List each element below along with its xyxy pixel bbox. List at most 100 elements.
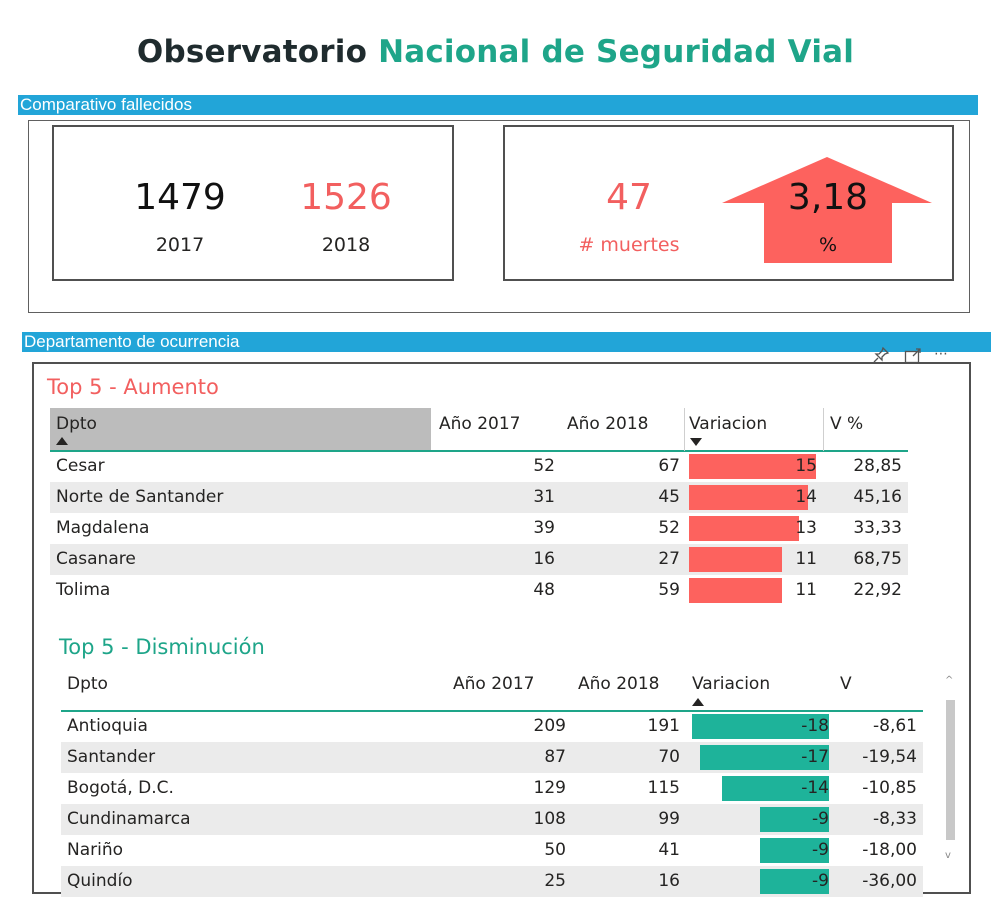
scroll-up-icon[interactable]: ^ (945, 675, 954, 686)
table-row[interactable]: Norte de Santander 31 45 14 45,16 (50, 482, 908, 513)
kpi-value-2017: 1479 (134, 177, 226, 218)
cell-vpct: -18,00 (862, 840, 917, 860)
kpi-pct-label: % (818, 234, 838, 256)
cell-vpct: -8,33 (873, 809, 917, 829)
cell-variacion: -14 (801, 778, 829, 798)
section-bar-departamento: Departamento de ocurrencia (22, 332, 991, 352)
table-row[interactable]: Bogotá, D.C. 129 115 -14 -10,85 (61, 773, 923, 804)
title-part-nacional: Nacional de Seguridad Vial (378, 34, 855, 70)
table-row[interactable]: Magdalena 39 52 13 33,33 (50, 513, 908, 544)
cell-dpto: Antioquia (67, 716, 148, 736)
cell-variacion: 15 (795, 456, 817, 476)
cell-2017: 52 (533, 456, 555, 476)
header-dpto-highlight (50, 408, 431, 451)
col-header-2017[interactable]: Año 2017 (439, 414, 521, 434)
col-header-dpto[interactable]: Dpto (56, 414, 97, 434)
scroll-down-icon[interactable]: v (945, 850, 951, 861)
table-row[interactable]: Tolima 48 59 11 22,92 (50, 575, 908, 606)
variation-bar (760, 807, 829, 832)
cell-2017: 16 (533, 549, 555, 569)
more-options-icon[interactable]: ⋯ (934, 346, 949, 362)
column-divider (823, 408, 824, 451)
col-header-v[interactable]: V (840, 674, 852, 694)
cell-dpto: Bogotá, D.C. (67, 778, 174, 798)
cell-2017: 31 (533, 487, 555, 507)
col-header-dpto[interactable]: Dpto (67, 674, 108, 694)
sort-desc-icon (690, 438, 702, 446)
table-row[interactable]: Cundinamarca 108 99 -9 -8,33 (61, 804, 923, 835)
cell-variacion: 13 (795, 518, 817, 538)
cell-2017: 48 (533, 580, 555, 600)
arrow-up-icon (722, 157, 932, 263)
sort-asc-icon (692, 698, 704, 706)
cell-2018: 41 (658, 840, 680, 860)
cell-dpto: Cesar (56, 456, 105, 476)
cell-dpto: Nariño (67, 840, 124, 860)
cell-dpto: Casanare (56, 549, 136, 569)
cell-vpct: -10,85 (862, 778, 917, 798)
cell-2018: 191 (647, 716, 680, 736)
cell-vpct: -36,00 (862, 871, 917, 891)
col-header-2018[interactable]: Año 2018 (567, 414, 649, 434)
pin-icon[interactable] (872, 346, 890, 364)
col-header-vpct[interactable]: V % (830, 414, 864, 434)
scrollbar-thumb[interactable] (946, 700, 955, 840)
comparativo-frame (28, 120, 970, 313)
title-part-observatorio: Observatorio (136, 34, 368, 70)
kpi-card-variation[interactable]: 47 # muertes 3,18 % (503, 125, 954, 281)
kpi-card-years[interactable]: 1479 2017 1526 2018 (52, 125, 454, 281)
table-row[interactable]: Quindío 25 16 -9 -36,00 (61, 866, 923, 897)
cell-vpct: 33,33 (853, 518, 902, 538)
table-row[interactable]: Cesar 52 67 15 28,85 (50, 451, 908, 482)
cell-dpto: Magdalena (56, 518, 150, 538)
variation-bar (760, 869, 829, 894)
col-header-2017[interactable]: Año 2017 (453, 674, 535, 694)
cell-dpto: Santander (67, 747, 156, 767)
cell-vpct: -8,61 (873, 716, 917, 736)
variation-bar (689, 485, 808, 510)
cell-variacion: -9 (812, 871, 829, 891)
table-row[interactable]: Nariño 50 41 -9 -18,00 (61, 835, 923, 866)
cell-2018: 99 (658, 809, 680, 829)
table-row[interactable]: Antioquia 209 191 -18 -8,61 (61, 711, 923, 742)
table-row[interactable]: Santander 87 70 -17 -19,54 (61, 742, 923, 773)
variation-bar (689, 547, 782, 572)
kpi-label-2018: 2018 (321, 234, 371, 256)
cell-2018: 67 (658, 456, 680, 476)
cell-variacion: -17 (801, 747, 829, 767)
kpi-deaths-label: # muertes (578, 234, 680, 256)
table-title-aumento: Top 5 - Aumento (47, 375, 219, 399)
cell-2017: 25 (544, 871, 566, 891)
cell-2018: 27 (658, 549, 680, 569)
table-scrollbar[interactable]: ^ v (944, 668, 958, 880)
cell-2018: 115 (647, 778, 680, 798)
cell-variacion: -18 (801, 716, 829, 736)
cell-2017: 129 (533, 778, 566, 798)
cell-vpct: 22,92 (853, 580, 902, 600)
variation-bar (689, 454, 816, 479)
cell-2017: 108 (533, 809, 566, 829)
variation-bar (700, 745, 829, 770)
cell-variacion: -9 (812, 809, 829, 829)
variation-bar (689, 578, 782, 603)
cell-dpto: Quindío (67, 871, 133, 891)
col-header-2018[interactable]: Año 2018 (578, 674, 660, 694)
variation-bar (760, 838, 829, 863)
cell-variacion: 11 (795, 580, 817, 600)
cell-dpto: Cundinamarca (67, 809, 191, 829)
col-header-variacion[interactable]: Variacion (689, 414, 768, 434)
col-header-variacion[interactable]: Variacion (692, 674, 771, 694)
cell-variacion: 11 (795, 549, 817, 569)
cell-2018: 45 (658, 487, 680, 507)
cell-vpct: 28,85 (853, 456, 902, 476)
cell-variacion: 14 (795, 487, 817, 507)
cell-2018: 70 (658, 747, 680, 767)
variation-bar (722, 776, 829, 801)
sort-asc-icon (56, 437, 68, 445)
cell-vpct: 45,16 (853, 487, 902, 507)
variation-bar (689, 516, 799, 541)
table-row[interactable]: Casanare 16 27 11 68,75 (50, 544, 908, 575)
cell-vpct: -19,54 (862, 747, 917, 767)
kpi-pct-value: 3,18 (787, 177, 869, 218)
header-underline (61, 710, 923, 712)
